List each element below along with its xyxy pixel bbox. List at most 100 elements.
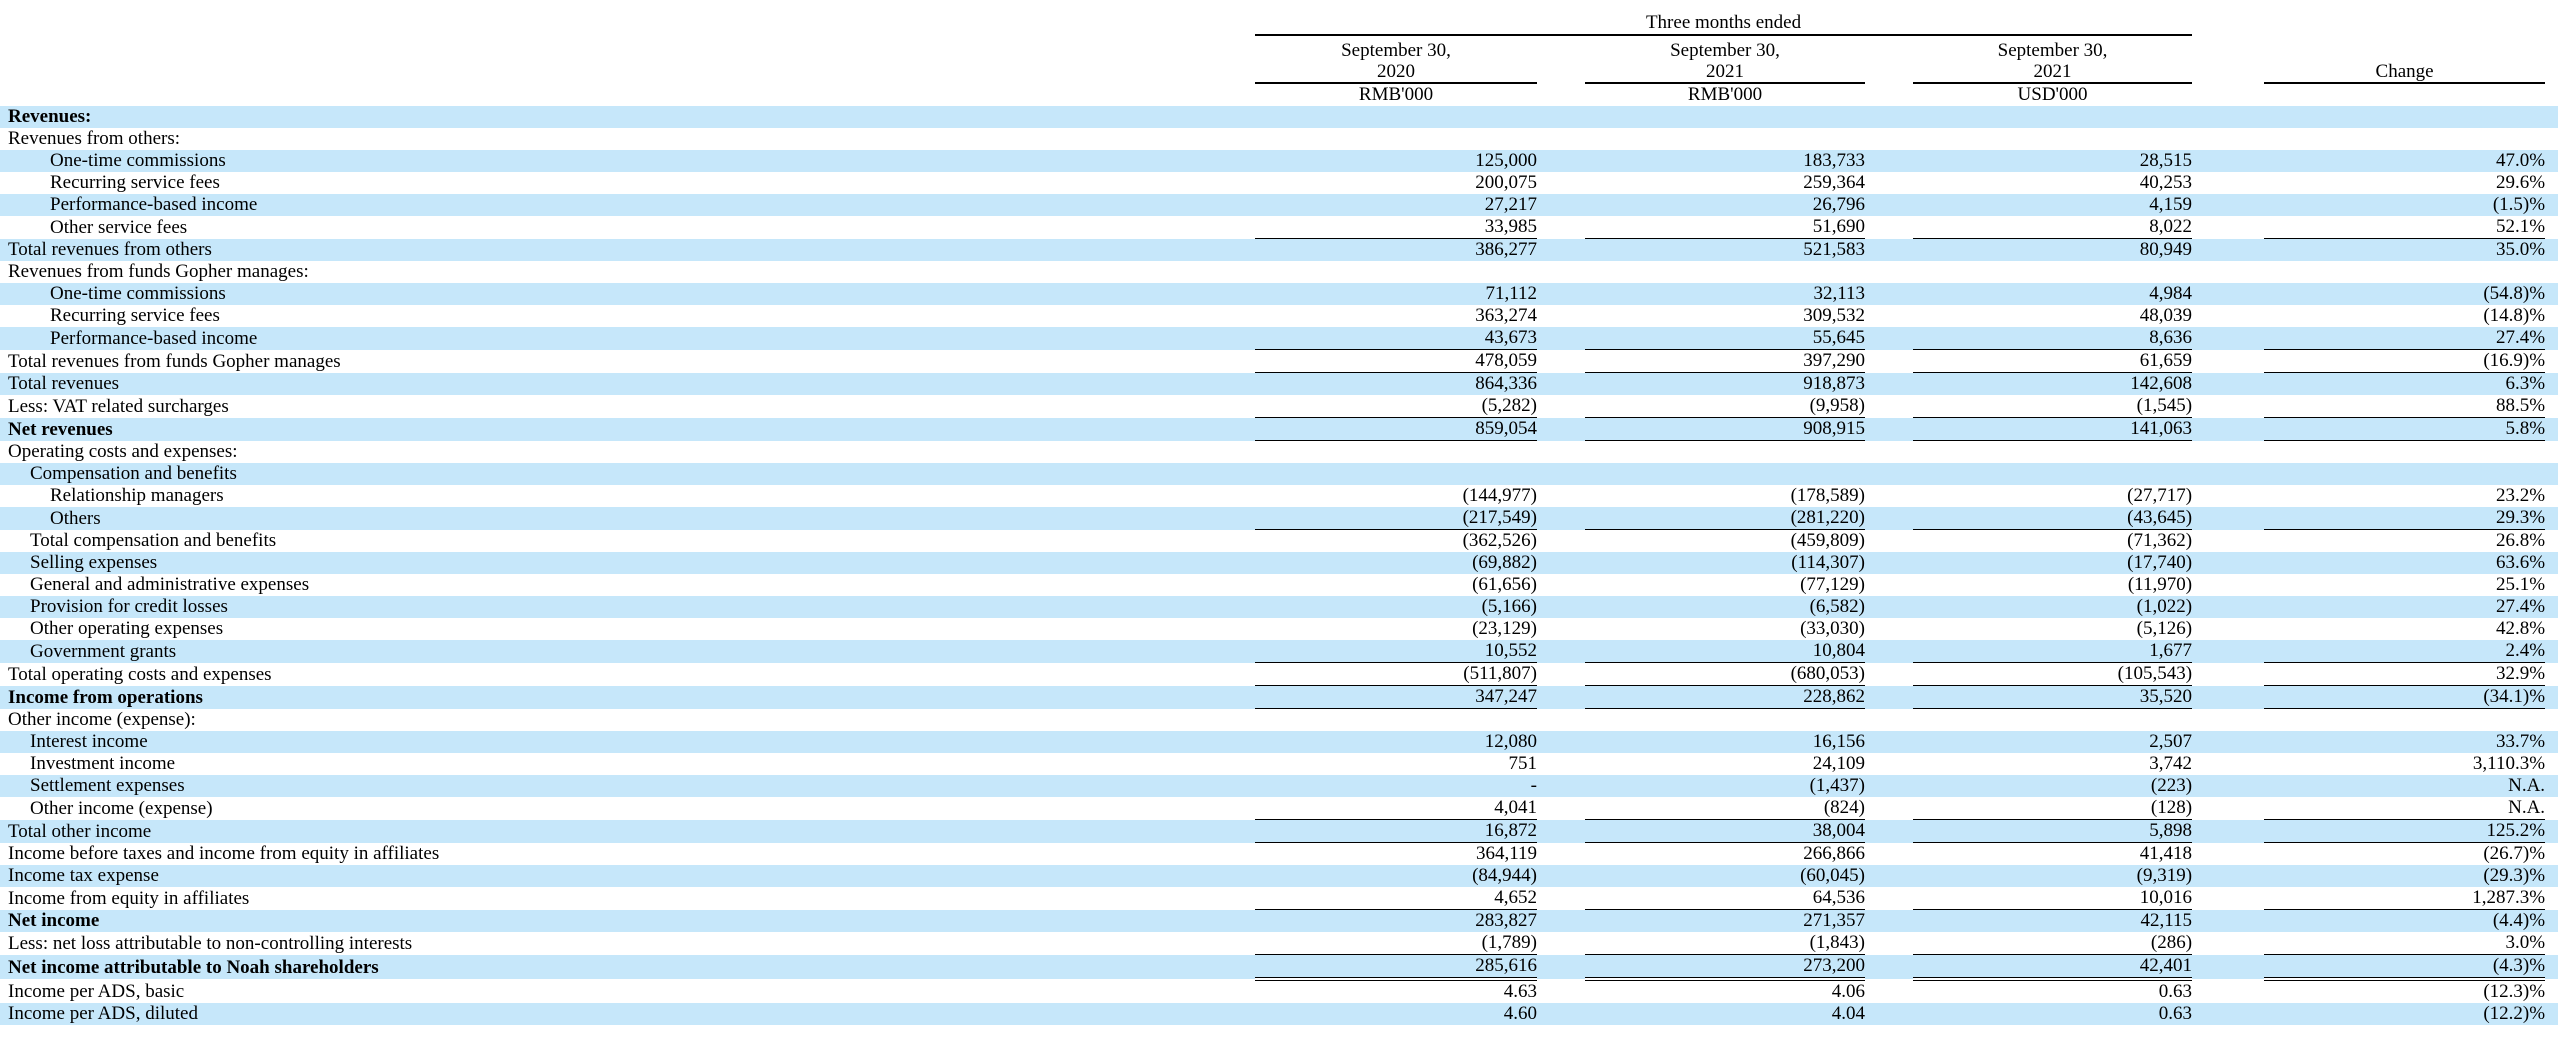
table-header: Three months ended September 30, 2020 Se…	[0, 0, 2558, 106]
table-row: Settlement expenses - (1,437) (223) N.A.	[0, 775, 2558, 797]
cell-value: 859,054	[1255, 417, 1537, 441]
column-gap	[1537, 283, 1585, 305]
column-gap	[2192, 552, 2265, 574]
cell-value: 283,827	[1255, 909, 1537, 932]
column-gap	[1537, 979, 1585, 1003]
row-edge-spacer	[2545, 238, 2558, 261]
cell-value: 51,690	[1585, 216, 1865, 239]
cell-value: 8,636	[1913, 327, 2193, 350]
table-row: Total operating costs and expenses (511,8…	[0, 662, 2558, 686]
cell-value: 27,217	[1255, 194, 1537, 216]
cell-value: 4,041	[1255, 797, 1537, 820]
table-row: Other income (expense) 4,041 (824) (128) N.A…	[0, 797, 2558, 820]
period-header-2020-rmb: September 30, 2020	[1255, 35, 1537, 84]
cell-value: (824)	[1585, 797, 1865, 820]
column-gap	[2192, 685, 2265, 709]
column-gap	[1537, 1003, 1585, 1025]
row-edge-spacer	[2545, 216, 2558, 239]
cell-value	[1255, 106, 1537, 128]
header-date-row: September 30, 2020 September 30, 2021 Se…	[0, 35, 2558, 84]
column-gap	[1865, 574, 1913, 596]
column-gap	[1537, 954, 1585, 979]
row-label: Government grants	[0, 640, 1255, 663]
cell-value: (4.4)%	[2264, 909, 2546, 932]
column-gap	[1865, 1003, 1913, 1025]
column-gap	[2192, 1003, 2265, 1025]
column-gap	[1865, 35, 1913, 83]
column-gap	[2192, 887, 2264, 910]
column-gap	[1865, 441, 1913, 464]
table-row: Other income (expense):	[0, 709, 2558, 732]
cell-value: 751	[1508, 753, 1538, 774]
table-row: Less: VAT related surcharges (5,282) (9,95…	[0, 395, 2558, 418]
row-label: Income tax expense	[0, 865, 1255, 887]
row-edge-spacer	[2545, 954, 2558, 979]
cell-value	[1913, 106, 2193, 128]
row-edge-spacer	[2545, 663, 2558, 686]
column-gap	[1865, 797, 1913, 820]
cell-value: 33,985	[1255, 216, 1537, 239]
column-gap	[1865, 887, 1913, 910]
row-edge-spacer	[2545, 753, 2558, 775]
row-edge-spacer	[2545, 596, 2558, 618]
cell-value	[1585, 106, 1865, 128]
column-gap	[2192, 216, 2264, 239]
cell-value: 386,277	[1255, 238, 1537, 261]
cell-value: (61,656)	[1472, 574, 1537, 595]
change-column-header: Change	[2264, 35, 2546, 84]
column-gap	[1537, 194, 1585, 216]
row-edge-spacer	[2545, 618, 2558, 640]
row-edge-spacer	[2545, 552, 2558, 574]
cell-value: 3.0%	[2264, 932, 2546, 955]
row-label: Less: net loss attributable to non-contr…	[8, 932, 413, 954]
cell-value: (5,166)	[1255, 596, 1537, 618]
column-gap	[1865, 775, 1913, 797]
column-gap	[2192, 261, 2264, 283]
unit-label: USD'000	[1913, 83, 2193, 106]
row-edge-spacer	[2545, 106, 2558, 128]
cell-value: 10,016	[1913, 887, 2193, 910]
cell-value: (223)	[1913, 775, 2193, 797]
cell-value: (1.5)%	[2264, 194, 2546, 216]
cell-value: 4.60	[1255, 1003, 1537, 1025]
column-gap	[1537, 327, 1585, 350]
cell-value: (217,549)	[1255, 507, 1537, 530]
column-gap	[2192, 618, 2264, 640]
header-spacer	[2264, 83, 2546, 106]
column-gap	[2192, 194, 2265, 216]
row-label: Operating costs and expenses:	[8, 441, 238, 462]
cell-value: -	[1255, 775, 1537, 797]
period-date-line2: 2021	[2033, 61, 2072, 82]
column-gap	[2192, 507, 2265, 530]
column-gap	[2192, 663, 2264, 686]
column-gap	[2192, 819, 2265, 843]
column-gap	[2192, 485, 2264, 507]
cell-value: 364,119	[1475, 843, 1537, 864]
row-edge-spacer	[2545, 172, 2558, 194]
cell-value: 2,507	[1913, 731, 2193, 753]
table-row: Revenues from funds Gopher manages:	[0, 261, 2558, 283]
row-label: Less: VAT related surcharges	[8, 395, 229, 417]
row-edge-spacer	[2545, 979, 2558, 1003]
header-group-row: Three months ended	[0, 0, 2558, 36]
table-row: Total other income 16,872 38,004 5,898 125.2…	[0, 819, 2558, 843]
column-gap	[2192, 709, 2264, 732]
period-header-2021-rmb: September 30, 2021	[1585, 35, 1865, 84]
column-gap	[2192, 172, 2264, 194]
row-edge-spacer	[2545, 350, 2558, 373]
column-gap	[1537, 395, 1585, 418]
cell-value: (16.9)%	[2264, 349, 2546, 373]
cell-value: 23.2%	[2495, 485, 2546, 506]
column-gap	[1537, 507, 1585, 530]
column-gap	[2192, 106, 2265, 128]
table-row: Total revenues from funds Gopher manages…	[0, 349, 2558, 373]
cell-value: 1,677	[1913, 640, 2193, 663]
row-edge-spacer	[2545, 395, 2558, 418]
row-label: Relationship managers	[50, 485, 224, 506]
row-edge-spacer	[2545, 283, 2558, 305]
column-gap	[1865, 640, 1913, 663]
cell-value: 2.4%	[2264, 640, 2546, 663]
cell-value: 35,520	[1913, 685, 2193, 709]
row-edge-spacer	[2545, 709, 2558, 732]
column-gap	[1865, 819, 1913, 843]
